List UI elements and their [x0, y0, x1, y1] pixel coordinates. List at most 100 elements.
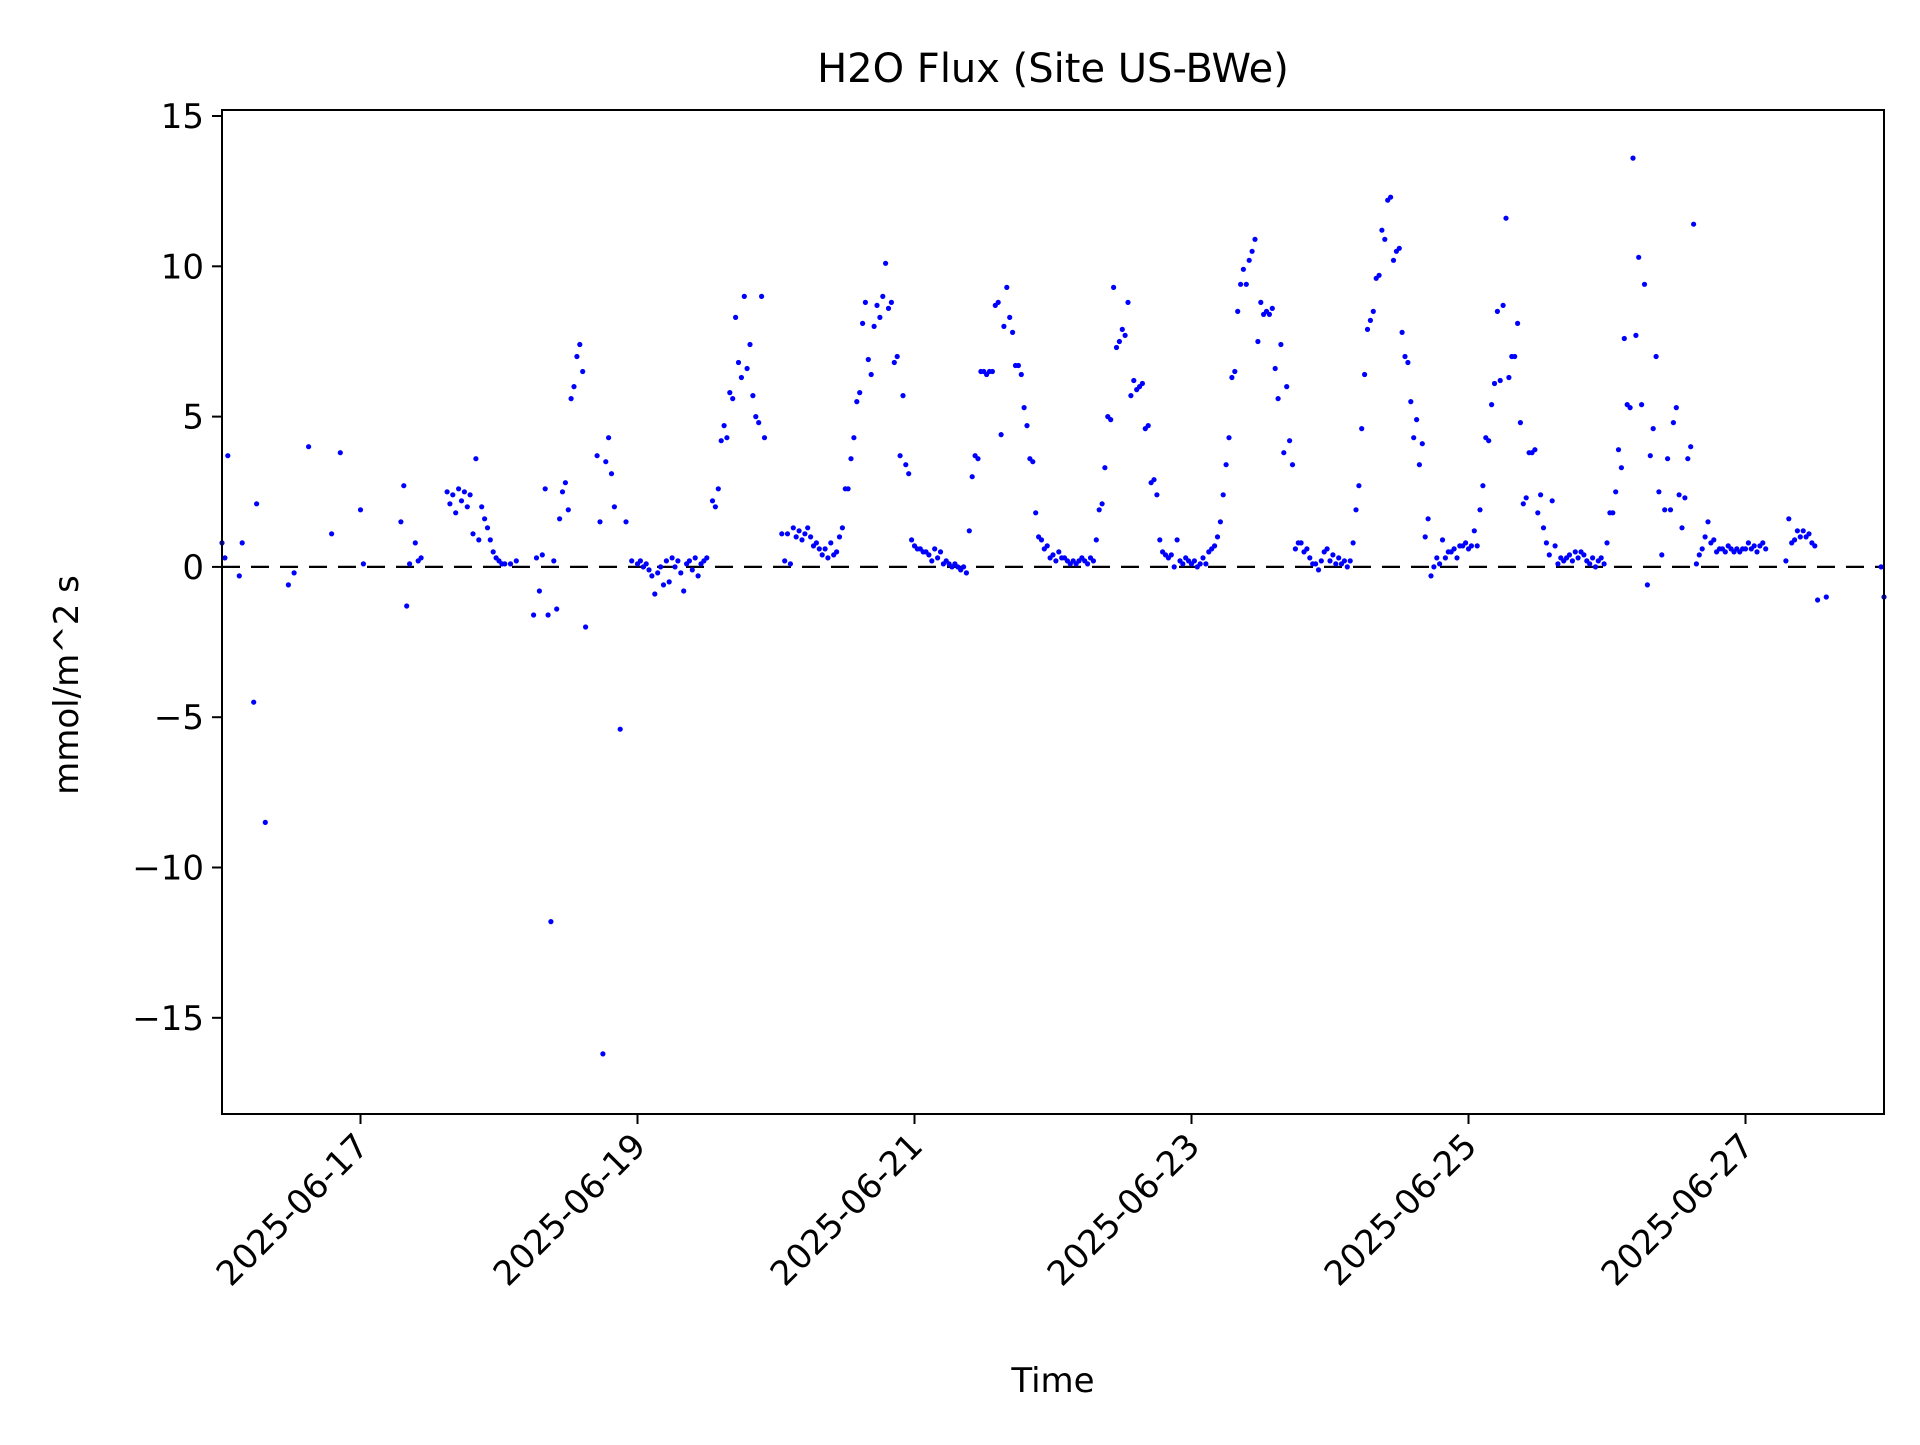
data-point: [583, 624, 589, 630]
data-point: [531, 612, 537, 618]
data-point: [1151, 477, 1157, 483]
data-point: [606, 435, 612, 441]
data-point: [1555, 561, 1561, 567]
data-point: [663, 558, 670, 564]
data-point: [1489, 402, 1495, 408]
data-point: [1096, 507, 1102, 513]
data-point: [1362, 371, 1368, 378]
data-point: [1653, 353, 1659, 360]
data-point: [401, 483, 407, 489]
data-point: [1307, 555, 1313, 561]
data-point: [1437, 561, 1443, 567]
data-point: [1474, 543, 1480, 549]
data-point: [360, 561, 366, 567]
data-point: [473, 456, 479, 462]
data-point: [1344, 564, 1350, 570]
data-point: [513, 558, 519, 564]
data-point: [1168, 552, 1174, 558]
data-point: [1226, 435, 1232, 441]
data-point: [1786, 516, 1792, 522]
data-point: [1353, 507, 1359, 513]
data-point: [709, 498, 716, 504]
data-point: [813, 540, 820, 546]
data-point: [1269, 305, 1275, 311]
data-point: [1503, 215, 1509, 221]
data-point: [1454, 555, 1460, 561]
data-point: [1540, 525, 1547, 531]
data-point: [963, 570, 970, 576]
data-point: [1336, 555, 1342, 561]
data-point: [562, 480, 569, 486]
data-point: [1760, 540, 1766, 546]
data-point: [1085, 561, 1091, 567]
data-point: [1212, 543, 1218, 549]
data-point: [880, 293, 886, 299]
data-point: [1442, 555, 1448, 561]
data-point: [1575, 555, 1581, 561]
data-point: [1552, 543, 1558, 549]
data-point: [1806, 531, 1812, 537]
data-point: [458, 498, 465, 504]
data-point: [975, 456, 981, 462]
data-point: [1696, 552, 1702, 558]
data-point: [1287, 438, 1293, 444]
data-point: [1797, 534, 1803, 540]
data-point: [1015, 362, 1022, 369]
data-point: [1546, 552, 1552, 558]
data-point: [291, 570, 297, 576]
data-point: [669, 555, 675, 561]
data-point: [1598, 555, 1604, 561]
data-point: [929, 558, 935, 564]
data-point: [1667, 507, 1674, 513]
data-point: [1370, 308, 1376, 314]
data-point: [825, 555, 831, 561]
data-point: [712, 504, 719, 510]
data-point: [845, 486, 851, 492]
data-point: [787, 561, 794, 567]
data-point: [1327, 558, 1333, 564]
data-point: [1702, 534, 1708, 540]
data-point: [236, 573, 242, 579]
y-tick-label: 10: [161, 247, 204, 287]
data-point: [1659, 552, 1665, 558]
data-point: [1200, 555, 1206, 561]
data-point: [733, 314, 739, 320]
data-point: [995, 299, 1001, 305]
data-point: [1408, 399, 1414, 405]
data-point: [1396, 245, 1402, 251]
data-point: [1382, 236, 1388, 242]
data-point: [848, 456, 854, 462]
data-point: [937, 549, 944, 555]
data-point: [1093, 537, 1099, 543]
y-tick-label: 0: [182, 548, 204, 588]
data-point: [822, 546, 828, 552]
data-point: [1662, 507, 1668, 513]
data-point: [1038, 537, 1045, 543]
data-point: [779, 531, 785, 537]
data-point: [1621, 335, 1627, 342]
data-point: [1390, 257, 1397, 263]
data-point: [805, 525, 811, 531]
data-point: [828, 540, 834, 546]
data-point: [1243, 281, 1249, 287]
data-point: [721, 423, 727, 429]
data-point: [453, 510, 459, 516]
data-point: [1486, 438, 1492, 444]
data-point: [1347, 558, 1353, 564]
data-point: [1116, 338, 1122, 345]
data-point: [1364, 326, 1371, 332]
data-point: [909, 537, 915, 543]
data-point: [1402, 353, 1408, 360]
data-point: [860, 320, 866, 326]
data-point: [412, 540, 418, 546]
data-point: [658, 564, 664, 570]
data-point: [1477, 507, 1483, 513]
data-point: [877, 314, 883, 320]
data-point: [1699, 546, 1705, 552]
data-point: [1535, 510, 1541, 516]
data-point: [834, 549, 840, 555]
data-point: [1056, 549, 1062, 555]
data-point: [655, 570, 661, 576]
data-point: [888, 299, 895, 305]
data-point: [1463, 540, 1469, 546]
